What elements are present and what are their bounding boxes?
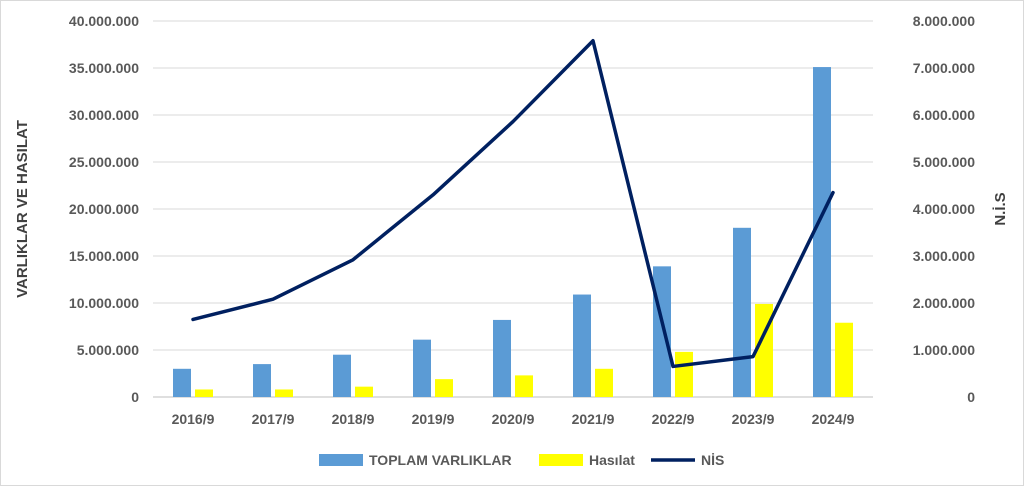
y2-axis-title: N.İ.S	[992, 192, 1009, 225]
bar-hasilat	[275, 389, 293, 397]
y-tick-label: 15.000.000	[69, 248, 139, 264]
bar-toplam-varliklar	[333, 354, 351, 397]
tick-labels: 0 5.000.000 10.000.000 15.000.000 20.000.000…	[69, 13, 975, 427]
legend-swatch	[539, 454, 583, 466]
legend-label: Hasılat	[589, 452, 635, 468]
legend-swatch	[319, 454, 363, 466]
legend-label: NİS	[701, 452, 724, 468]
bar-hasilat	[595, 368, 613, 397]
y2-tick-label: 6.000.000	[913, 107, 975, 123]
bar-toplam-varliklar	[653, 266, 671, 397]
x-tick-label: 2020/9	[492, 411, 535, 427]
legend-label: TOPLAM VARLIKLAR	[369, 452, 512, 468]
legend: TOPLAM VARLIKLAR Hasılat NİS	[319, 452, 724, 468]
x-tick-label: 2019/9	[412, 411, 455, 427]
bar-toplam-varliklar	[813, 67, 831, 397]
gridlines	[153, 20, 873, 398]
x-tick-label: 2018/9	[332, 411, 375, 427]
x-tick-label: 2021/9	[572, 411, 615, 427]
bar-hasilat	[355, 386, 373, 397]
y2-tick-label: 8.000.000	[913, 13, 975, 29]
bar-hasilat	[675, 351, 693, 397]
line-nis	[191, 38, 835, 369]
bar-toplam-varliklar	[733, 227, 751, 397]
line-series	[191, 38, 835, 369]
y-tick-label: 30.000.000	[69, 107, 139, 123]
bar-toplam-varliklar	[493, 319, 511, 397]
bar-hasilat	[435, 379, 453, 397]
y-tick-label: 35.000.000	[69, 60, 139, 76]
y-axis-title: VARLIKLAR VE HASILAT	[14, 120, 31, 298]
y2-tick-label: 4.000.000	[913, 201, 975, 217]
x-tick-label: 2023/9	[732, 411, 775, 427]
x-tick-label: 2017/9	[252, 411, 295, 427]
y-tick-label: 5.000.000	[77, 342, 139, 358]
x-tick-label: 2024/9	[812, 411, 855, 427]
bar-toplam-varliklar	[253, 364, 271, 397]
y-tick-label: 0	[131, 389, 139, 405]
x-tick-label: 2022/9	[652, 411, 695, 427]
x-tick-label: 2016/9	[172, 411, 215, 427]
y2-tick-label: 2.000.000	[913, 295, 975, 311]
y-tick-label: 10.000.000	[69, 295, 139, 311]
bar-hasilat	[835, 322, 853, 397]
bar-toplam-varliklar	[173, 368, 191, 397]
y2-tick-label: 3.000.000	[913, 248, 975, 264]
bars	[173, 67, 853, 397]
bar-hasilat	[195, 389, 213, 397]
y2-tick-label: 7.000.000	[913, 60, 975, 76]
y-tick-label: 20.000.000	[69, 201, 139, 217]
y2-tick-label: 0	[967, 389, 975, 405]
bar-toplam-varliklar	[573, 294, 591, 397]
y-tick-label: 25.000.000	[69, 154, 139, 170]
y2-tick-label: 1.000.000	[913, 342, 975, 358]
bar-toplam-varliklar	[413, 339, 431, 397]
y2-tick-label: 5.000.000	[913, 154, 975, 170]
y-tick-label: 40.000.000	[69, 13, 139, 29]
bar-hasilat	[515, 375, 533, 397]
